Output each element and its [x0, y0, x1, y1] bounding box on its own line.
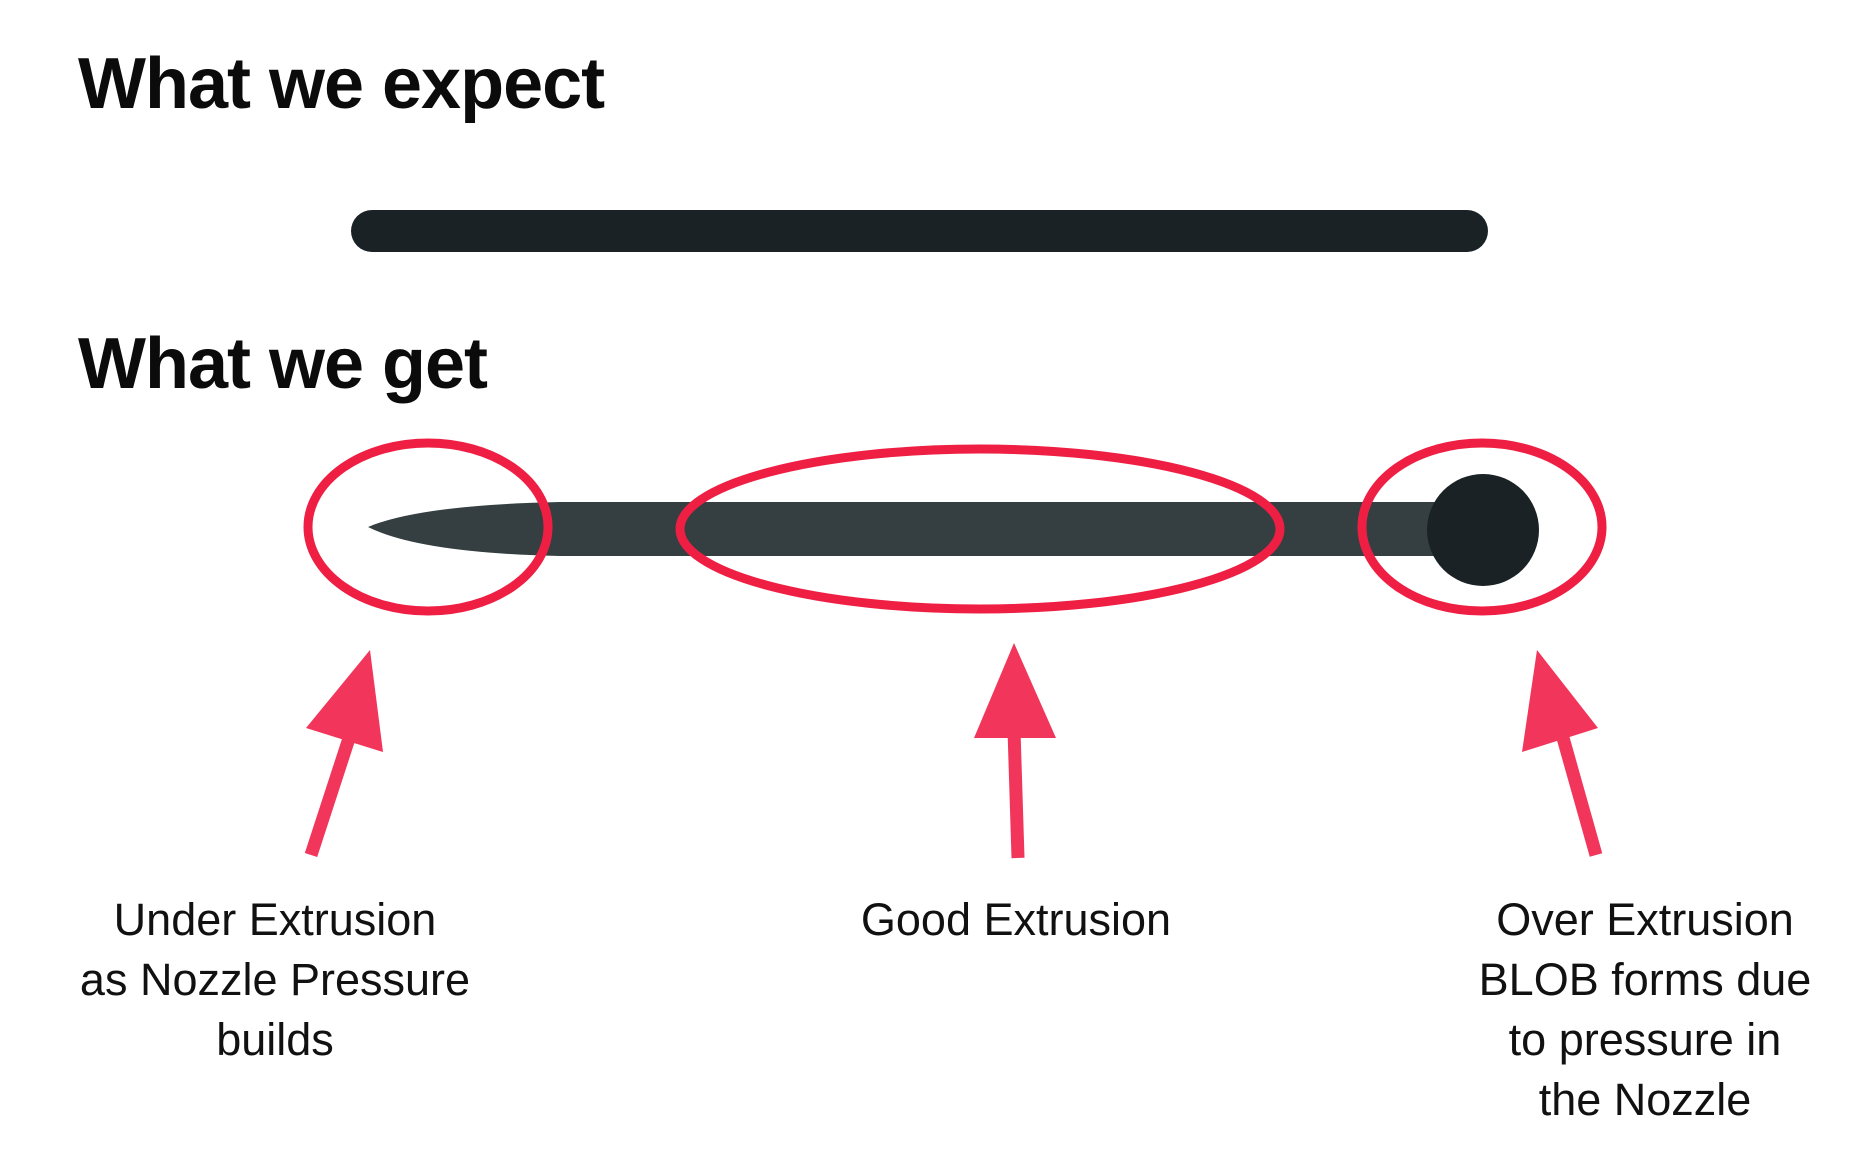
- under-extrusion-label: Under Extrusion as Nozzle Pressure build…: [79, 894, 471, 1065]
- under-extrusion-highlight: [303, 438, 553, 616]
- good-extrusion-arrow: [974, 643, 1056, 859]
- over-extrusion-label: Over Extrusion BLOB forms due to pressur…: [1478, 894, 1812, 1125]
- actual-extrusion-line: [368, 502, 1470, 556]
- over-extrusion-highlight: [1357, 438, 1607, 616]
- good-extrusion-label: Good Extrusion: [860, 894, 1172, 945]
- over-extrusion-arrow: [1522, 650, 1603, 857]
- good-extrusion-highlight: [675, 444, 1285, 614]
- heading-what-we-get: What we get: [78, 324, 488, 404]
- extrusion-blob: [1427, 474, 1539, 586]
- heading-what-we-expect: What we expect: [78, 44, 605, 124]
- under-extrusion-arrow: [304, 650, 383, 858]
